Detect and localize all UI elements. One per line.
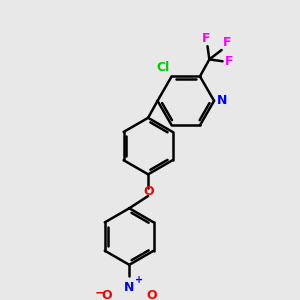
Text: F: F xyxy=(223,36,231,49)
Text: −: − xyxy=(94,286,105,300)
Text: O: O xyxy=(144,185,154,198)
Text: +: + xyxy=(135,275,143,285)
Text: N: N xyxy=(217,94,227,107)
Text: F: F xyxy=(202,32,211,45)
Text: F: F xyxy=(224,55,233,68)
Text: O: O xyxy=(146,290,157,300)
Text: N: N xyxy=(124,281,134,294)
Text: O: O xyxy=(102,290,112,300)
Text: Cl: Cl xyxy=(157,61,170,74)
